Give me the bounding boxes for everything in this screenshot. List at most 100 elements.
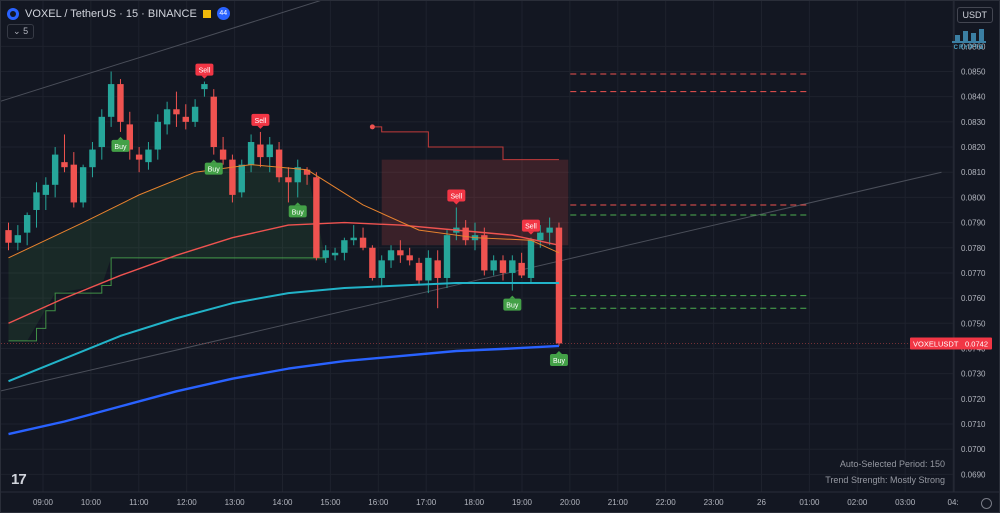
indicators-toggle[interactable]: ⌄ 5 xyxy=(7,24,35,39)
candle xyxy=(89,142,96,178)
candle-body xyxy=(350,237,357,241)
candle xyxy=(117,79,124,132)
ema-teal-line xyxy=(8,282,559,383)
signal-box xyxy=(204,162,223,175)
candle xyxy=(33,182,40,228)
candle xyxy=(434,250,441,309)
currency-button[interactable]: USDT xyxy=(956,7,993,23)
ema-orange-line xyxy=(8,164,560,259)
time-tick-label: 13:00 xyxy=(225,498,246,507)
voxel-coin-icon xyxy=(7,7,19,20)
signal-box xyxy=(195,63,214,76)
price-tick-label: 0.0690 xyxy=(961,470,986,479)
candle-body xyxy=(509,260,516,273)
candle-body xyxy=(415,262,423,281)
price-tick-label: 0.0780 xyxy=(961,244,986,253)
candle-body xyxy=(135,154,143,160)
ema-blue-line xyxy=(8,344,560,436)
candle-body xyxy=(369,247,376,278)
candle xyxy=(42,177,50,210)
candle-body xyxy=(247,142,255,165)
candle-body xyxy=(89,149,96,168)
signal-label: Sell xyxy=(450,193,462,200)
candle-body xyxy=(117,84,124,122)
signal-label: Buy xyxy=(506,303,519,310)
candle xyxy=(378,255,385,286)
price-tick-label: 0.0810 xyxy=(961,168,986,177)
candle xyxy=(415,257,423,286)
sell-signal: Sell xyxy=(195,63,214,79)
candle xyxy=(14,225,22,251)
candle xyxy=(499,255,507,281)
candle-body xyxy=(406,255,413,261)
candle xyxy=(285,167,292,203)
candle xyxy=(294,159,301,198)
auto-period-label: Auto-Selected Period: 150 xyxy=(839,459,945,469)
price-tick-label: 0.0730 xyxy=(961,370,986,379)
candle-body xyxy=(434,260,441,278)
candle xyxy=(313,172,320,261)
candle xyxy=(359,227,367,251)
signal-pointer xyxy=(117,136,124,140)
candle-body xyxy=(481,235,488,271)
plot-area: Buy Sell Buy Sell Buy Sell Buy Sell Buy xyxy=(1,1,954,492)
candle-body xyxy=(126,124,133,150)
time-tick-label: 02:00 xyxy=(847,498,868,507)
sell-signal: Sell xyxy=(447,189,466,205)
candle-body xyxy=(425,257,432,281)
candle-body xyxy=(33,192,40,210)
signal-box xyxy=(447,189,466,202)
candle xyxy=(546,217,553,246)
signal-label: Sell xyxy=(199,68,211,75)
candle-body xyxy=(462,227,469,241)
tradingview-logo[interactable]: 17 xyxy=(11,471,27,488)
candle-body xyxy=(387,250,395,261)
sell-signal: Sell xyxy=(251,113,270,129)
time-tick-label: 18:00 xyxy=(464,498,485,507)
candle-body xyxy=(397,250,404,256)
candle xyxy=(135,147,143,173)
alert-badge[interactable]: 44 xyxy=(216,7,230,20)
price-tick-label: 0.0770 xyxy=(961,269,986,278)
channel-upper-line xyxy=(1,1,321,102)
signal-pointer xyxy=(257,125,264,129)
time-tick-label: 23:00 xyxy=(704,498,725,507)
signal-label: Buy xyxy=(553,358,566,365)
logo-text: CRYPTO xyxy=(953,45,985,51)
candle-body xyxy=(555,227,563,344)
candle xyxy=(527,237,535,284)
signal-pointer xyxy=(453,201,460,205)
symbol-title[interactable]: VOXEL / TetherUS · 15 · BINANCE xyxy=(25,7,197,20)
candle xyxy=(443,230,451,289)
candle xyxy=(201,81,208,97)
signal-box xyxy=(251,113,270,126)
buy-signal: Buy xyxy=(549,350,568,366)
candle-body xyxy=(303,169,311,175)
signal-box xyxy=(111,139,130,152)
signal-pointer xyxy=(210,159,217,163)
indicator-count: 5 xyxy=(23,26,29,36)
candle xyxy=(247,134,255,173)
candle-body xyxy=(23,215,31,233)
candle-body xyxy=(378,260,385,278)
buy-signal: Buy xyxy=(503,295,522,311)
candle-body xyxy=(546,227,553,233)
flag-icon[interactable] xyxy=(202,9,211,18)
candle-body xyxy=(219,149,227,160)
signal-box xyxy=(521,219,540,232)
support-step-line xyxy=(8,257,327,342)
candle xyxy=(481,227,488,276)
candle-body xyxy=(70,164,78,203)
candle xyxy=(387,245,395,268)
candle-body xyxy=(154,121,161,150)
candle-body xyxy=(107,84,115,117)
candle xyxy=(425,250,432,294)
resistance-start-dot xyxy=(369,124,375,130)
candle-body xyxy=(275,149,283,178)
candle xyxy=(98,109,105,160)
time-tick-label: 11:00 xyxy=(129,498,149,507)
current-price-symbol: VOXELUSDT xyxy=(913,339,959,348)
settings-icon[interactable] xyxy=(981,498,992,509)
